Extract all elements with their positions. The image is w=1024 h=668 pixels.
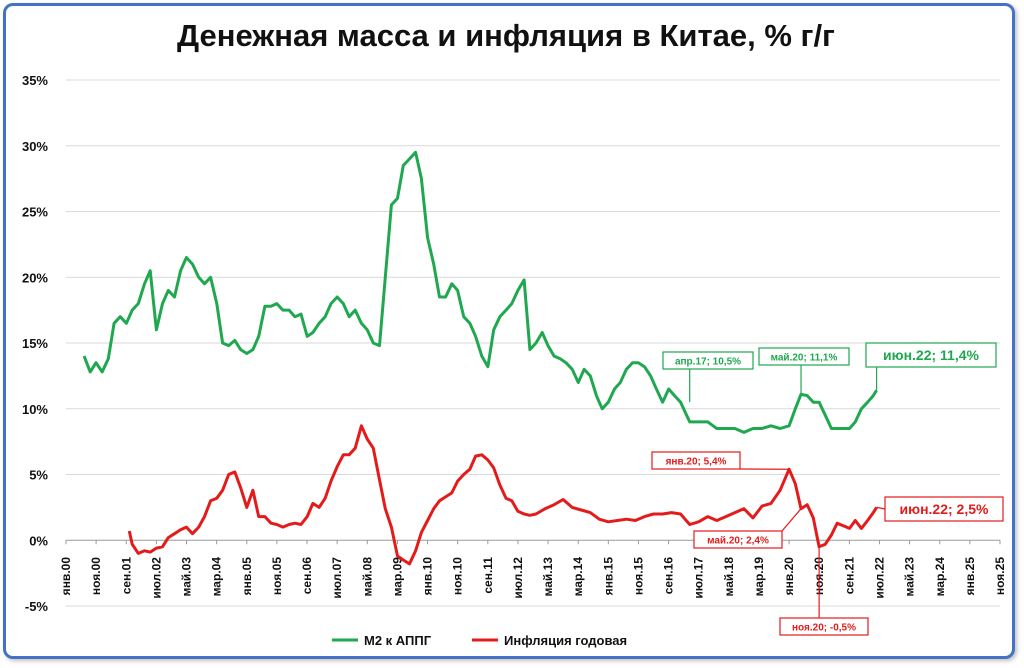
x-tick-label: сен.11 [481,557,495,594]
y-tick-label: 20% [22,270,48,285]
x-tick-label: ноя.15 [631,557,645,595]
x-tick-label: июл.17 [692,557,706,599]
y-tick-label: 5% [29,468,48,483]
y-tick-label: 35% [22,73,48,88]
x-tick-label: май.08 [360,557,374,597]
x-tick-label: ноя.10 [451,557,465,595]
chart-title: Денежная масса и инфляция в Китае, % г/г [177,18,835,53]
annotation-box [693,530,783,549]
x-tick-label: янв.00 [59,557,73,596]
x-tick-label: ноя.25 [993,557,1007,595]
annotation-label: апр.17; 10,5% [675,357,741,368]
x-tick-label: май.18 [722,557,736,597]
annotation-box [884,496,1004,522]
annotation-label: ноя.20; -0,5% [792,623,856,634]
legend-label: М2 к АППГ [364,633,432,648]
x-tick-label: ноя.05 [270,557,284,595]
x-tick-label: мар.04 [210,557,224,597]
annotation-label: янв.20; 5,4% [666,457,727,468]
annotation-label: май.20; 2,4% [707,536,769,547]
x-tick-label: янв.25 [963,557,977,596]
y-tick-label: -5% [25,599,49,614]
annotation-label: май.20; 11,1% [771,353,838,364]
x-tick-label: май.03 [180,557,194,597]
annotation-box [758,347,850,366]
x-tick-label: июл.02 [149,557,163,599]
legend-label: Инфляция годовая [504,633,627,648]
annotation-leader [876,506,886,510]
annotation-box [779,617,869,636]
x-tick-label: май.23 [903,557,917,597]
y-tick-label: 25% [22,205,48,220]
chart-frame [3,3,1015,659]
x-tick-label: мар.09 [390,557,404,597]
x-tick-label: май.13 [541,557,555,597]
x-tick-label: июл.12 [511,557,525,599]
inflation-line [127,424,878,566]
y-tick-label: 10% [22,402,48,417]
x-tick-label: янв.20 [782,557,796,596]
annotation-label: июн.22; 2,5% [900,501,989,517]
annotation-leader [781,508,802,532]
x-tick-label: сен.21 [842,557,856,595]
x-tick-label: ноя.00 [89,557,103,595]
x-tick-label: янв.05 [240,557,254,596]
annotation-label: июн.22; 11,4% [883,347,980,363]
x-tick-label: янв.15 [601,557,615,596]
m2-line [82,150,878,434]
x-tick-label: сен.01 [119,557,133,595]
x-tick-label: июл.07 [330,557,344,599]
x-tick-label: мар.24 [933,557,947,597]
x-tick-label: сен.16 [662,557,676,595]
annotation-box [662,351,754,370]
x-tick-label: мар.19 [752,557,766,597]
y-tick-label: 15% [22,336,48,351]
x-tick-label: янв.10 [421,557,435,596]
x-tick-label: сен.06 [300,557,314,595]
annotation-box [651,451,741,470]
annotation-box [865,342,997,368]
y-tick-label: 0% [29,533,48,548]
y-tick-label: 30% [22,139,48,154]
x-tick-label: июл.22 [872,557,886,599]
x-tick-label: мар.14 [571,557,585,597]
